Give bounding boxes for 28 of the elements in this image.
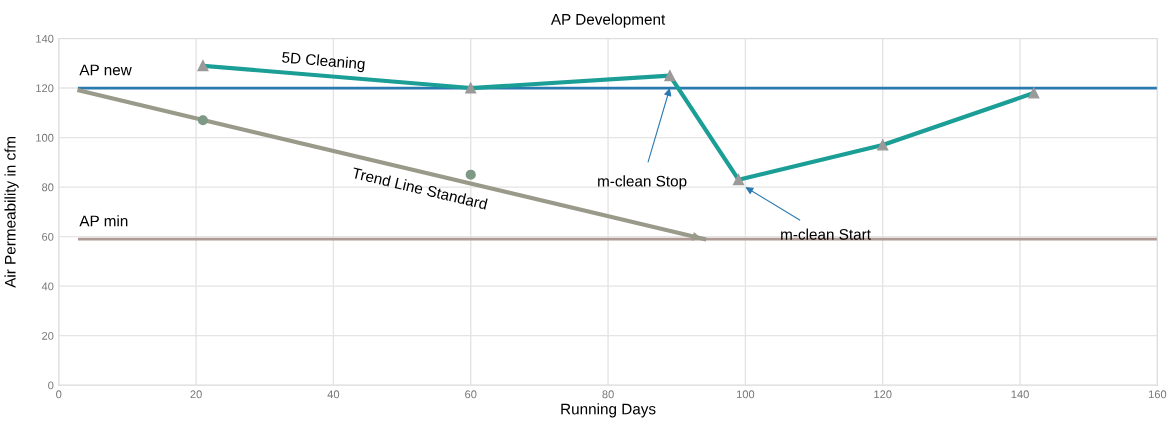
y-axis-title: Air Permeability in cfm bbox=[4, 136, 19, 288]
ref-line-label: AP min bbox=[79, 215, 128, 227]
x-tick-label: 40 bbox=[327, 390, 340, 399]
annotation: m-clean Stop bbox=[598, 175, 687, 190]
point bbox=[197, 115, 209, 126]
y-tick-label: 0 bbox=[48, 381, 54, 390]
x-tick-label: 100 bbox=[736, 390, 755, 399]
ref-line-label: AP new bbox=[79, 64, 132, 76]
y-tick-label: 80 bbox=[42, 183, 54, 192]
x-tick-label: 0 bbox=[56, 390, 62, 399]
y-tick-label: 120 bbox=[36, 84, 54, 93]
y-tick-label: 140 bbox=[36, 34, 54, 43]
x-axis-title: Running Days bbox=[561, 403, 656, 418]
y-tick-label: 20 bbox=[42, 331, 54, 340]
y-tick-label: 100 bbox=[36, 133, 54, 142]
x-tick-label: 120 bbox=[874, 390, 892, 399]
text: Trend Line Standard bbox=[351, 166, 488, 210]
series-label: 5D Cleaning bbox=[281, 51, 365, 73]
y-tick-label: 60 bbox=[42, 232, 54, 241]
x-tick-label: 160 bbox=[1148, 390, 1167, 399]
point bbox=[465, 169, 476, 180]
x-tick-label: 20 bbox=[190, 390, 202, 399]
x-tick-label: 140 bbox=[1011, 390, 1029, 399]
chart-title: AP Development bbox=[550, 13, 666, 28]
y-tick-label: 40 bbox=[41, 282, 54, 291]
x-tick-label: 60 bbox=[465, 390, 477, 399]
annotation: m-clean Start bbox=[781, 228, 871, 240]
x-tick-label: 80 bbox=[602, 390, 614, 399]
